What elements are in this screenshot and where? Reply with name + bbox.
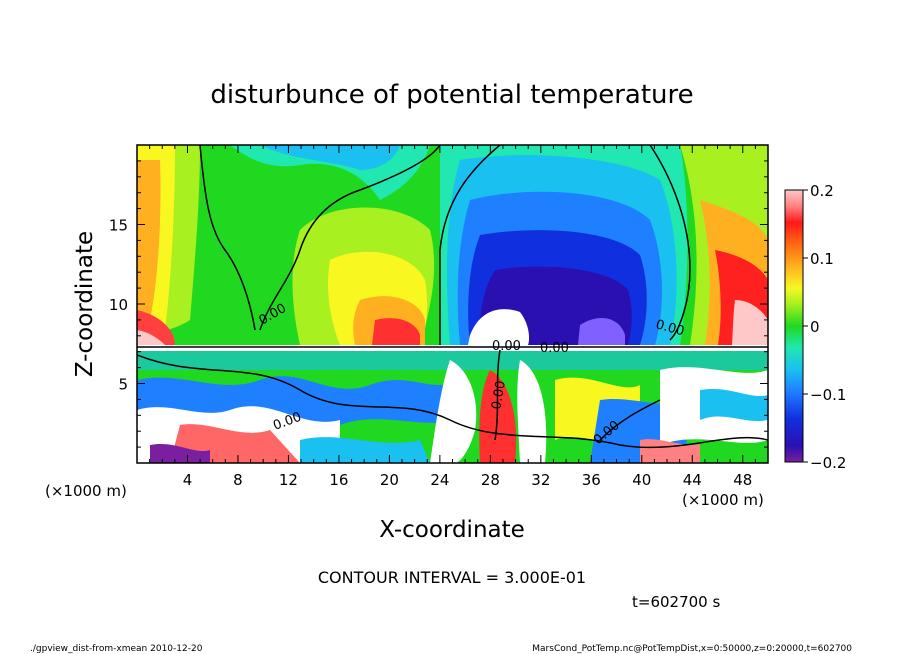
y-tick-label: 5 bbox=[118, 376, 128, 394]
contour-label: 0.00 bbox=[492, 339, 521, 354]
colorbar-tick-label: 0 bbox=[810, 318, 820, 336]
time-label: t=602700 s bbox=[632, 593, 720, 611]
y-axis-unit: (×1000 m) bbox=[45, 482, 127, 500]
x-axis: 4 8 12 16 20 24 28 32 36 40 44 48 bbox=[136, 145, 769, 489]
y-axis-label: Z-coordinate bbox=[72, 231, 98, 377]
contour-label: 0.00 bbox=[489, 380, 509, 411]
x-tick-label: 40 bbox=[632, 471, 651, 489]
contour-interval-text: CONTOUR INTERVAL = 3.000E-01 bbox=[318, 568, 586, 587]
x-tick-label: 24 bbox=[430, 471, 449, 489]
heatmap-field bbox=[137, 145, 768, 463]
x-tick-label: 32 bbox=[531, 471, 550, 489]
x-tick-label: 16 bbox=[329, 471, 348, 489]
footer-right: MarsCond_PotTemp.nc@PotTempDist,x=0:5000… bbox=[532, 644, 852, 654]
chart-title: disturbunce of potential temperature bbox=[210, 80, 693, 110]
x-axis-unit: (×1000 m) bbox=[682, 491, 764, 509]
colorbar-tick-label: 0.2 bbox=[810, 182, 834, 200]
contour-label: 0.00 bbox=[654, 317, 686, 339]
x-tick-label: 44 bbox=[683, 471, 702, 489]
x-axis-label: X-coordinate bbox=[379, 517, 525, 543]
colorbar bbox=[784, 189, 804, 463]
x-tick-label: 8 bbox=[233, 471, 243, 489]
y-tick-label: 15 bbox=[109, 217, 128, 235]
y-axis: 5 10 15 bbox=[109, 144, 768, 464]
x-tick-label: 4 bbox=[183, 471, 193, 489]
x-tick-label: 36 bbox=[582, 471, 601, 489]
x-tick-label: 28 bbox=[481, 471, 500, 489]
colorbar-tick-label: −0.1 bbox=[810, 386, 846, 404]
colorbar-tick-label: −0.2 bbox=[810, 454, 846, 472]
colorbar-ticks: 0.2 0.1 0 −0.1 −0.2 bbox=[803, 182, 846, 472]
y-tick-label: 10 bbox=[109, 296, 128, 314]
x-tick-label: 48 bbox=[733, 471, 752, 489]
footer-left: ./gpview_dist-from-xmean 2010-12-20 bbox=[30, 644, 203, 654]
colorbar-tick-label: 0.1 bbox=[810, 250, 834, 268]
contour-label: 0.00 bbox=[540, 341, 569, 356]
x-tick-label: 12 bbox=[279, 471, 298, 489]
x-tick-label: 20 bbox=[380, 471, 399, 489]
